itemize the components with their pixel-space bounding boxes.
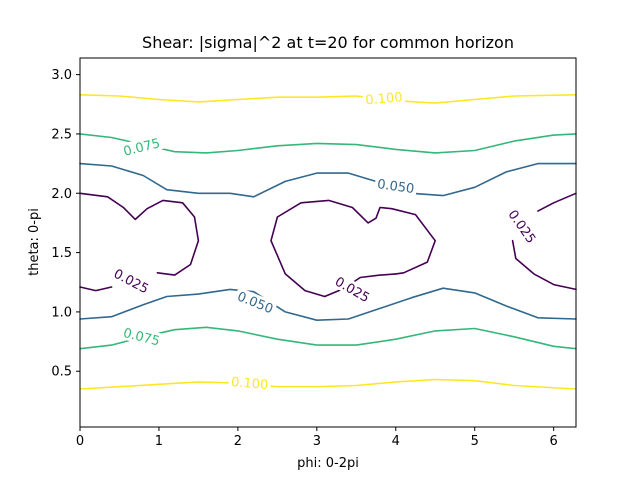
- y-axis-title: theta: 0-pi: [27, 208, 42, 276]
- contour-label: 0.100: [365, 90, 403, 108]
- contour-label-group: 0.100: [228, 373, 272, 393]
- x-tick-label: 3: [313, 434, 321, 449]
- y-tick-label: 0.5: [51, 365, 72, 380]
- x-tick-label: 4: [392, 434, 400, 449]
- contour-level-0.100: [79, 94, 577, 390]
- y-axis: 0.5 1.0 1.5 2.0 2.5 3.0: [51, 68, 80, 380]
- contour-line: [79, 287, 577, 322]
- contour-level-0.025: [79, 192, 577, 298]
- y-tick-label: 3.0: [51, 68, 72, 83]
- contour-label: 0.050: [376, 177, 415, 197]
- contour-label-backdrop: [374, 175, 418, 196]
- contour-label-backdrop: [119, 323, 164, 349]
- contour-label-backdrop: [330, 271, 375, 306]
- chart-title: Shear: |sigma|^2 at t=20 for common hori…: [142, 33, 514, 52]
- y-tick-label: 1.0: [51, 305, 72, 320]
- contour-line: [270, 199, 437, 298]
- x-axis: 0 1 2 3 4 5 6: [76, 427, 558, 449]
- contour-line: [323, 273, 397, 298]
- x-tick-label: 2: [234, 434, 242, 449]
- contour-label-backdrop: [233, 287, 278, 317]
- contour-line: [79, 192, 200, 276]
- x-tick-label: 5: [471, 434, 479, 449]
- contour-line: [79, 94, 577, 104]
- contour-line: [511, 239, 577, 291]
- axes-frame: [79, 57, 577, 428]
- x-tick-label: 6: [550, 434, 558, 449]
- contour-label-group: 0.100: [362, 88, 406, 108]
- contour-label-backdrop: [504, 204, 541, 248]
- x-tick-label: 1: [155, 434, 163, 449]
- contour-line: [79, 286, 113, 292]
- x-axis-title: phi: 0-2pi: [297, 456, 359, 471]
- contour-label-backdrop: [362, 88, 406, 108]
- contour-line: [537, 192, 577, 212]
- contour-label-group: 0.050: [374, 175, 418, 197]
- contour-level-0.050: [79, 162, 577, 322]
- contour-label-backdrop: [109, 264, 154, 298]
- contour-label-backdrop: [228, 373, 272, 392]
- contour-label: 0.100: [230, 375, 268, 393]
- y-tick-label: 2.0: [51, 187, 72, 202]
- contour-line: [79, 378, 577, 390]
- y-tick-label: 1.5: [51, 246, 72, 261]
- contour-line: [79, 162, 577, 198]
- contour-label-backdrop: [119, 134, 164, 159]
- y-tick-label: 2.5: [51, 127, 72, 142]
- x-tick-label: 0: [76, 434, 84, 449]
